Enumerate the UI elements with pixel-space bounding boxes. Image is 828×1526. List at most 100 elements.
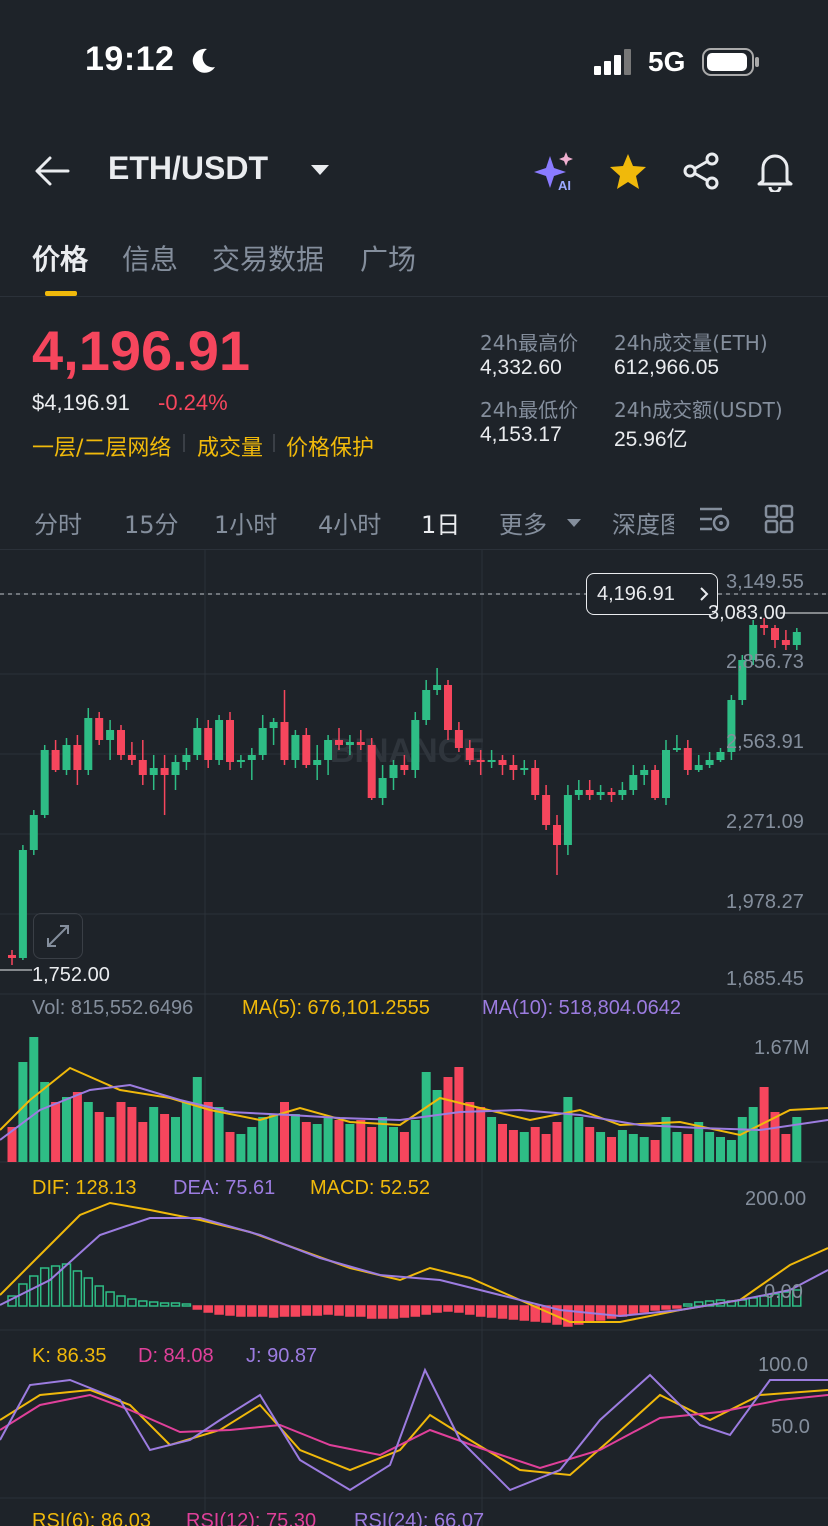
kline-chart[interactable]: BINANCE [0,550,828,1526]
macd-bar [72,1270,83,1307]
tab-price[interactable]: 价格 [32,243,89,276]
pair-title[interactable]: ETH/USDT [108,150,268,186]
macd-bar [693,1301,704,1307]
macd-bar [323,1305,333,1315]
volume-bar [530,1127,540,1162]
macd-bar [399,1305,410,1318]
d-line [0,1393,828,1470]
macd-bar [290,1305,301,1317]
candle-body [585,790,594,795]
candle-body [618,790,627,795]
volume-bar [334,1120,344,1162]
status-bar: 19:12 5G [0,0,828,120]
candle-body [182,755,191,762]
volume-bar [628,1134,638,1162]
status-time: 19:12 [85,40,175,78]
volume-bar [258,1117,268,1162]
price-tick: 2,563.91 [726,731,804,753]
volume-bar [138,1122,148,1162]
volume-bar [323,1117,333,1162]
indicator-settings-icon[interactable] [698,503,732,539]
volume-bar [160,1114,170,1162]
candle-body [487,760,496,762]
macd-bar [432,1305,442,1313]
volume-bar [225,1132,235,1162]
tag-price-protection[interactable]: 价格保护 [286,436,375,461]
timeframe-15m[interactable]: 15分 [124,511,179,539]
tag-layer[interactable]: 一层/二层网络 [32,436,172,461]
volume-bar [574,1117,584,1162]
timeframe-1d[interactable]: 1日 [421,511,461,539]
more-dropdown-icon[interactable] [565,514,583,533]
candle-body [127,755,136,760]
candle-body [422,690,431,720]
candle-body [433,685,442,690]
volume-bar [410,1120,420,1162]
volume-bar [301,1122,311,1162]
volume-bar [737,1117,747,1162]
last-price-marker[interactable]: 4,196.91 [586,573,718,615]
pair-dropdown-icon[interactable] [308,162,332,182]
share-icon[interactable] [682,152,722,194]
macd-bar [683,1303,693,1307]
candle-body [454,730,463,748]
ma10-label: MA(10): 518,804.0642 [482,997,682,1019]
ma5-line [0,1066,828,1137]
timeframe-more[interactable]: 更多 [499,511,547,539]
volume-bar [748,1107,758,1162]
candle-body [18,850,27,958]
timeframe-tick[interactable]: 分时 [34,511,82,539]
volume-bar [312,1124,322,1162]
ai-sparkle-icon[interactable]: AI [532,150,578,196]
candle-body [280,722,289,760]
tag-volume[interactable]: 成交量 [197,436,264,461]
timeframe-4h[interactable]: 4小时 [318,511,382,539]
macd-bar [334,1305,344,1316]
tab-square[interactable]: 广场 [360,243,417,276]
candle-body [705,760,714,765]
volume-bar [62,1097,71,1162]
macd-bar [236,1305,246,1317]
macd-bar [312,1305,322,1316]
j-label: J: 90.87 [246,1345,318,1367]
favorite-star-icon[interactable] [608,152,648,194]
macd-bar [127,1298,137,1307]
amount-value: 25.96亿 [614,428,688,451]
macd-bar [606,1305,617,1319]
volume-bar [171,1117,180,1162]
volume-bar [672,1132,682,1162]
price-tick: 2,856.73 [726,651,804,673]
k-label: K: 86.35 [32,1345,107,1367]
candle-body [51,750,60,770]
macd-bar [563,1305,573,1327]
volume-bars [7,1037,802,1162]
timeframe-depth[interactable]: 深度图 [612,511,674,539]
back-arrow-icon[interactable] [34,154,70,192]
volume-bar [149,1107,159,1162]
macd-bar [94,1285,104,1307]
tab-info[interactable]: 信息 [122,243,179,276]
macd-bar [181,1303,192,1307]
macd-bar [650,1305,660,1311]
candle-body [117,730,125,755]
volume-bar [389,1127,398,1162]
volume-bar [18,1062,28,1162]
volume-bar [7,1127,17,1162]
tab-trading-data[interactable]: 交易数据 [212,243,325,276]
bell-icon[interactable] [756,150,794,196]
macd-tick: 0.00 [764,1281,803,1303]
macd-bar [138,1300,148,1307]
candle-body [204,728,213,760]
layout-grid-icon[interactable] [764,504,794,538]
vol-label: Vol: 815,552.6496 [32,997,194,1019]
timeframe-1h[interactable]: 1小时 [214,511,278,539]
candle-body [389,765,398,778]
macd-bar [39,1267,50,1307]
expand-button[interactable] [33,913,83,959]
volume-bar [443,1077,453,1162]
volume-bar [596,1132,606,1162]
volume-bar [607,1137,616,1162]
volume-bar [661,1117,671,1162]
dif-line [0,1201,828,1323]
candle-body [651,770,660,798]
